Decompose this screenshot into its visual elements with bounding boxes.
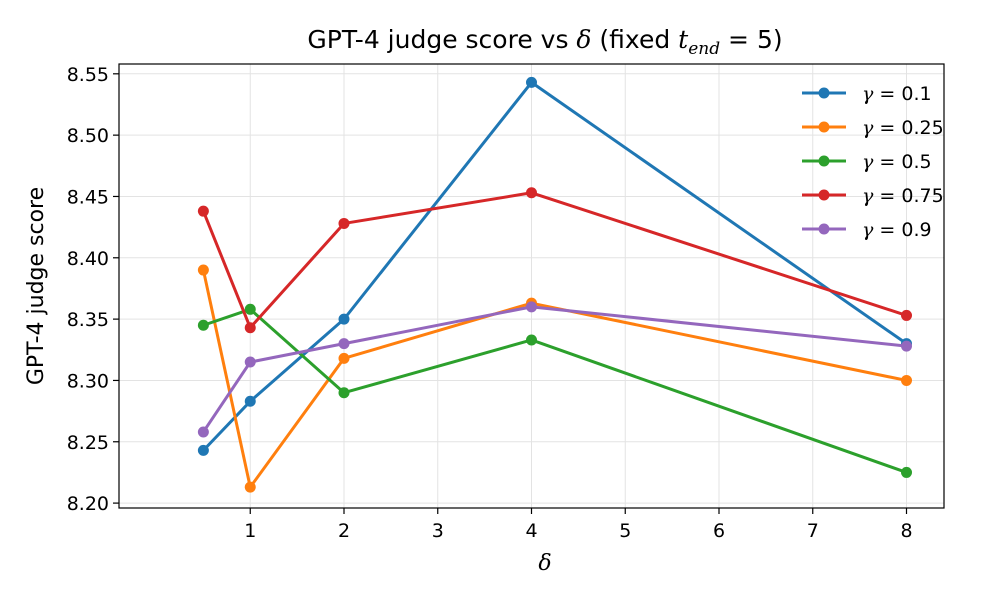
x-tick-label: 6 bbox=[713, 520, 725, 542]
legend-marker bbox=[818, 155, 830, 167]
series-line bbox=[202, 305, 907, 433]
x-axis-label: δ bbox=[538, 551, 551, 576]
data-point bbox=[244, 303, 256, 315]
legend-label: γ = 0.1 bbox=[862, 83, 932, 105]
legend-item: γ = 0.9 bbox=[802, 219, 932, 241]
legend-marker bbox=[818, 189, 830, 201]
data-point bbox=[338, 352, 350, 364]
series-3 bbox=[197, 303, 912, 478]
title-middle: (fixed bbox=[591, 25, 678, 54]
y-tick-label: 8.35 bbox=[67, 309, 109, 331]
legend-symbol: γ bbox=[862, 151, 874, 173]
legend-label: γ = 0.75 bbox=[862, 185, 944, 207]
x-tick-label: 2 bbox=[338, 520, 350, 542]
data-point bbox=[244, 481, 256, 493]
legend-value: = 0.9 bbox=[873, 219, 931, 241]
series-2 bbox=[197, 264, 912, 493]
y-tick-label: 8.45 bbox=[67, 186, 109, 208]
x-tick-label: 7 bbox=[807, 520, 819, 542]
x-tick-label: 1 bbox=[244, 520, 256, 542]
y-tick-label: 8.50 bbox=[67, 125, 109, 147]
x-tick-label: 5 bbox=[619, 520, 631, 542]
gridlines bbox=[119, 64, 944, 508]
data-point bbox=[526, 187, 537, 199]
data-point bbox=[526, 301, 537, 313]
legend-symbol: γ bbox=[862, 219, 874, 241]
title-sub: end bbox=[688, 39, 720, 59]
legend-label: γ = 0.25 bbox=[862, 117, 944, 139]
data-point bbox=[338, 338, 350, 350]
y-tick-label: 8.25 bbox=[67, 432, 109, 454]
legend-item: γ = 0.25 bbox=[802, 117, 944, 139]
data-point bbox=[244, 322, 256, 334]
x-tick-label: 4 bbox=[525, 520, 537, 542]
legend-item: γ = 0.75 bbox=[802, 185, 944, 207]
data-point bbox=[338, 313, 350, 325]
data-point bbox=[197, 319, 209, 331]
y-axis: 8.20 8.25 8.30 8.35 8.40 8.45 8.50 8.55 bbox=[67, 64, 119, 515]
data-point bbox=[901, 340, 912, 352]
chart-title: GPT-4 judge score vs δ (fixed tend = 5) bbox=[307, 25, 782, 59]
data-point bbox=[901, 309, 912, 321]
legend-value: = 0.5 bbox=[873, 151, 931, 173]
legend-value: = 0.25 bbox=[873, 117, 943, 139]
legend-marker bbox=[818, 121, 830, 133]
y-axis-label: GPT-4 judge score bbox=[24, 187, 49, 385]
data-point bbox=[526, 76, 537, 88]
data-point bbox=[197, 205, 209, 217]
data-point bbox=[197, 444, 209, 456]
legend-symbol: γ bbox=[862, 117, 874, 139]
data-point bbox=[338, 217, 350, 229]
data-point bbox=[244, 356, 256, 368]
legend-symbol: γ bbox=[862, 185, 874, 207]
legend-item: γ = 0.5 bbox=[802, 151, 932, 173]
title-suffix: = 5) bbox=[720, 25, 783, 54]
y-tick-label: 8.30 bbox=[67, 370, 109, 392]
series-line bbox=[201, 269, 907, 489]
series-4 bbox=[197, 187, 912, 334]
legend-value: = 0.75 bbox=[873, 185, 943, 207]
legend-label: γ = 0.5 bbox=[862, 151, 932, 173]
y-tick-label: 8.55 bbox=[67, 64, 109, 86]
data-point bbox=[338, 387, 350, 399]
series-line bbox=[202, 80, 908, 452]
title-t: t bbox=[678, 25, 689, 54]
series-5 bbox=[197, 301, 912, 438]
data-point bbox=[197, 264, 209, 276]
y-tick-label: 8.40 bbox=[67, 248, 109, 270]
x-tick-label: 8 bbox=[900, 520, 912, 542]
legend-label: γ = 0.9 bbox=[862, 219, 932, 241]
data-point bbox=[197, 426, 209, 438]
legend-marker bbox=[818, 223, 830, 235]
title-delta: δ bbox=[576, 25, 591, 54]
data-point bbox=[526, 334, 537, 346]
series-layer bbox=[197, 76, 912, 493]
legend-marker bbox=[818, 87, 830, 99]
data-point bbox=[901, 374, 912, 386]
x-axis: 1 2 3 4 5 6 7 8 bbox=[244, 508, 913, 542]
legend: γ = 0.1γ = 0.25γ = 0.5γ = 0.75γ = 0.9 bbox=[802, 83, 944, 241]
x-tick-label: 3 bbox=[432, 520, 444, 542]
data-point bbox=[901, 466, 912, 478]
legend-symbol: γ bbox=[862, 83, 874, 105]
y-tick-label: 8.20 bbox=[67, 493, 109, 515]
data-point bbox=[244, 395, 256, 407]
legend-value: = 0.1 bbox=[873, 83, 931, 105]
legend-item: γ = 0.1 bbox=[802, 83, 932, 105]
title-prefix: GPT-4 judge score vs bbox=[307, 25, 576, 54]
